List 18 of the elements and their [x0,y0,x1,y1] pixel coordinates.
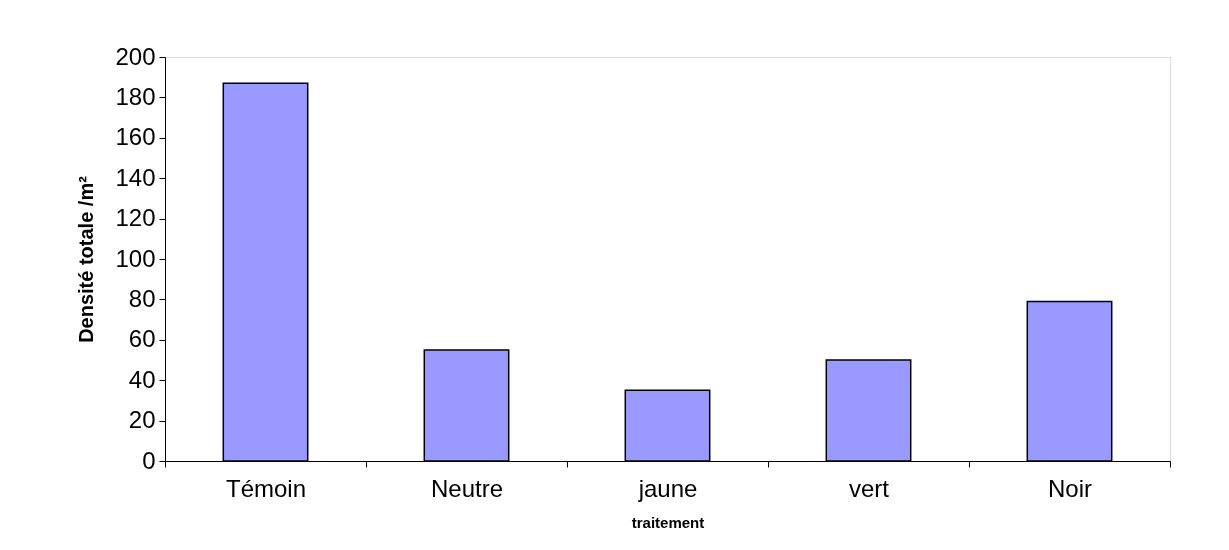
y-tick-label: 120 [115,204,156,232]
y-tick-label: 200 [115,42,156,70]
x-tick-label: Témoin [225,474,307,502]
y-tick-label: 180 [115,82,156,110]
x-tick-label: vert [848,474,890,502]
y-tick-label: 160 [115,123,156,151]
x-tick-label: jaune [637,474,698,502]
y-tick-label: 80 [128,284,156,312]
y-tick-label: 100 [115,244,156,272]
x-tick-label: Neutre [430,474,504,502]
y-axis-title: Densité totale /m² [75,175,98,343]
y-tick-label: 60 [128,325,156,353]
y-tick-label: 40 [128,365,156,393]
y-tick-label: 20 [128,406,156,434]
y-tick-label: 0 [142,446,156,474]
y-tick-label: 140 [115,163,156,191]
x-tick-label: Noir [1047,474,1093,502]
x-axis-title: traitement [631,513,705,531]
